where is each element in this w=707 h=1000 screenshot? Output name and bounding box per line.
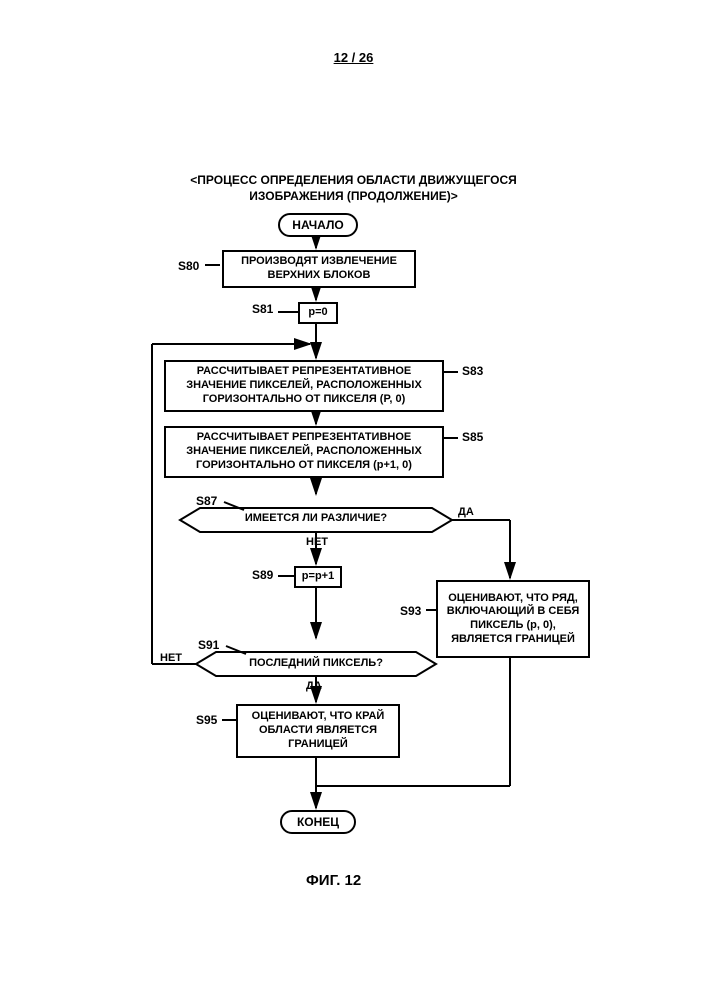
process-s93: ОЦЕНИВАЮТ, ЧТО РЯД, ВКЛЮЧАЮЩИЙ В СЕБЯ ПИ… — [436, 580, 590, 658]
end-terminator: КОНЕЦ — [280, 810, 356, 834]
page-number: 12 / 26 — [0, 50, 707, 65]
process-s80: ПРОИЗВОДЯТ ИЗВЛЕЧЕНИЕ ВЕРХНИХ БЛОКОВ — [222, 250, 416, 288]
label-s95: S95 — [196, 713, 217, 727]
branch-s87-yes: ДА — [458, 506, 474, 518]
label-s89: S89 — [252, 568, 273, 582]
diagram-title: <ПРОЦЕСС ОПРЕДЕЛЕНИЯ ОБЛАСТИ ДВИЖУЩЕГОСЯ… — [0, 172, 707, 204]
branch-s91-yes: ДА — [306, 680, 322, 692]
label-s87: S87 — [196, 494, 217, 508]
title-line2: ИЗОБРАЖЕНИЯ (ПРОДОЛЖЕНИЕ)> — [249, 189, 457, 203]
decision-s87-text: ИМЕЕТСЯ ЛИ РАЗЛИЧИЕ? — [200, 512, 432, 524]
title-line1: <ПРОЦЕСС ОПРЕДЕЛЕНИЯ ОБЛАСТИ ДВИЖУЩЕГОСЯ — [190, 173, 517, 187]
flow-connectors — [0, 0, 707, 1000]
label-s91: S91 — [198, 638, 219, 652]
branch-s87-no: НЕТ — [306, 536, 328, 548]
process-s81: p=0 — [298, 302, 338, 324]
start-text: НАЧАЛО — [292, 218, 343, 232]
label-s83: S83 — [462, 364, 483, 378]
process-s95: ОЦЕНИВАЮТ, ЧТО КРАЙ ОБЛАСТИ ЯВЛЯЕТСЯ ГРА… — [236, 704, 400, 758]
decision-s91-text: ПОСЛЕДНИЙ ПИКСЕЛЬ? — [216, 657, 416, 669]
label-s93: S93 — [400, 604, 421, 618]
process-s83: РАССЧИТЫВАЕТ РЕПРЕЗЕНТАТИВНОЕ ЗНАЧЕНИЕ П… — [164, 360, 444, 412]
label-s80: S80 — [178, 259, 199, 273]
end-text: КОНЕЦ — [297, 815, 339, 829]
branch-s91-no: НЕТ — [160, 652, 182, 664]
label-s85: S85 — [462, 430, 483, 444]
figure-label: ФИГ. 12 — [306, 872, 361, 889]
process-s89: p=p+1 — [294, 566, 342, 588]
process-s85: РАССЧИТЫВАЕТ РЕПРЕЗЕНТАТИВНОЕ ЗНАЧЕНИЕ П… — [164, 426, 444, 478]
label-s81: S81 — [252, 302, 273, 316]
start-terminator: НАЧАЛО — [278, 213, 358, 237]
